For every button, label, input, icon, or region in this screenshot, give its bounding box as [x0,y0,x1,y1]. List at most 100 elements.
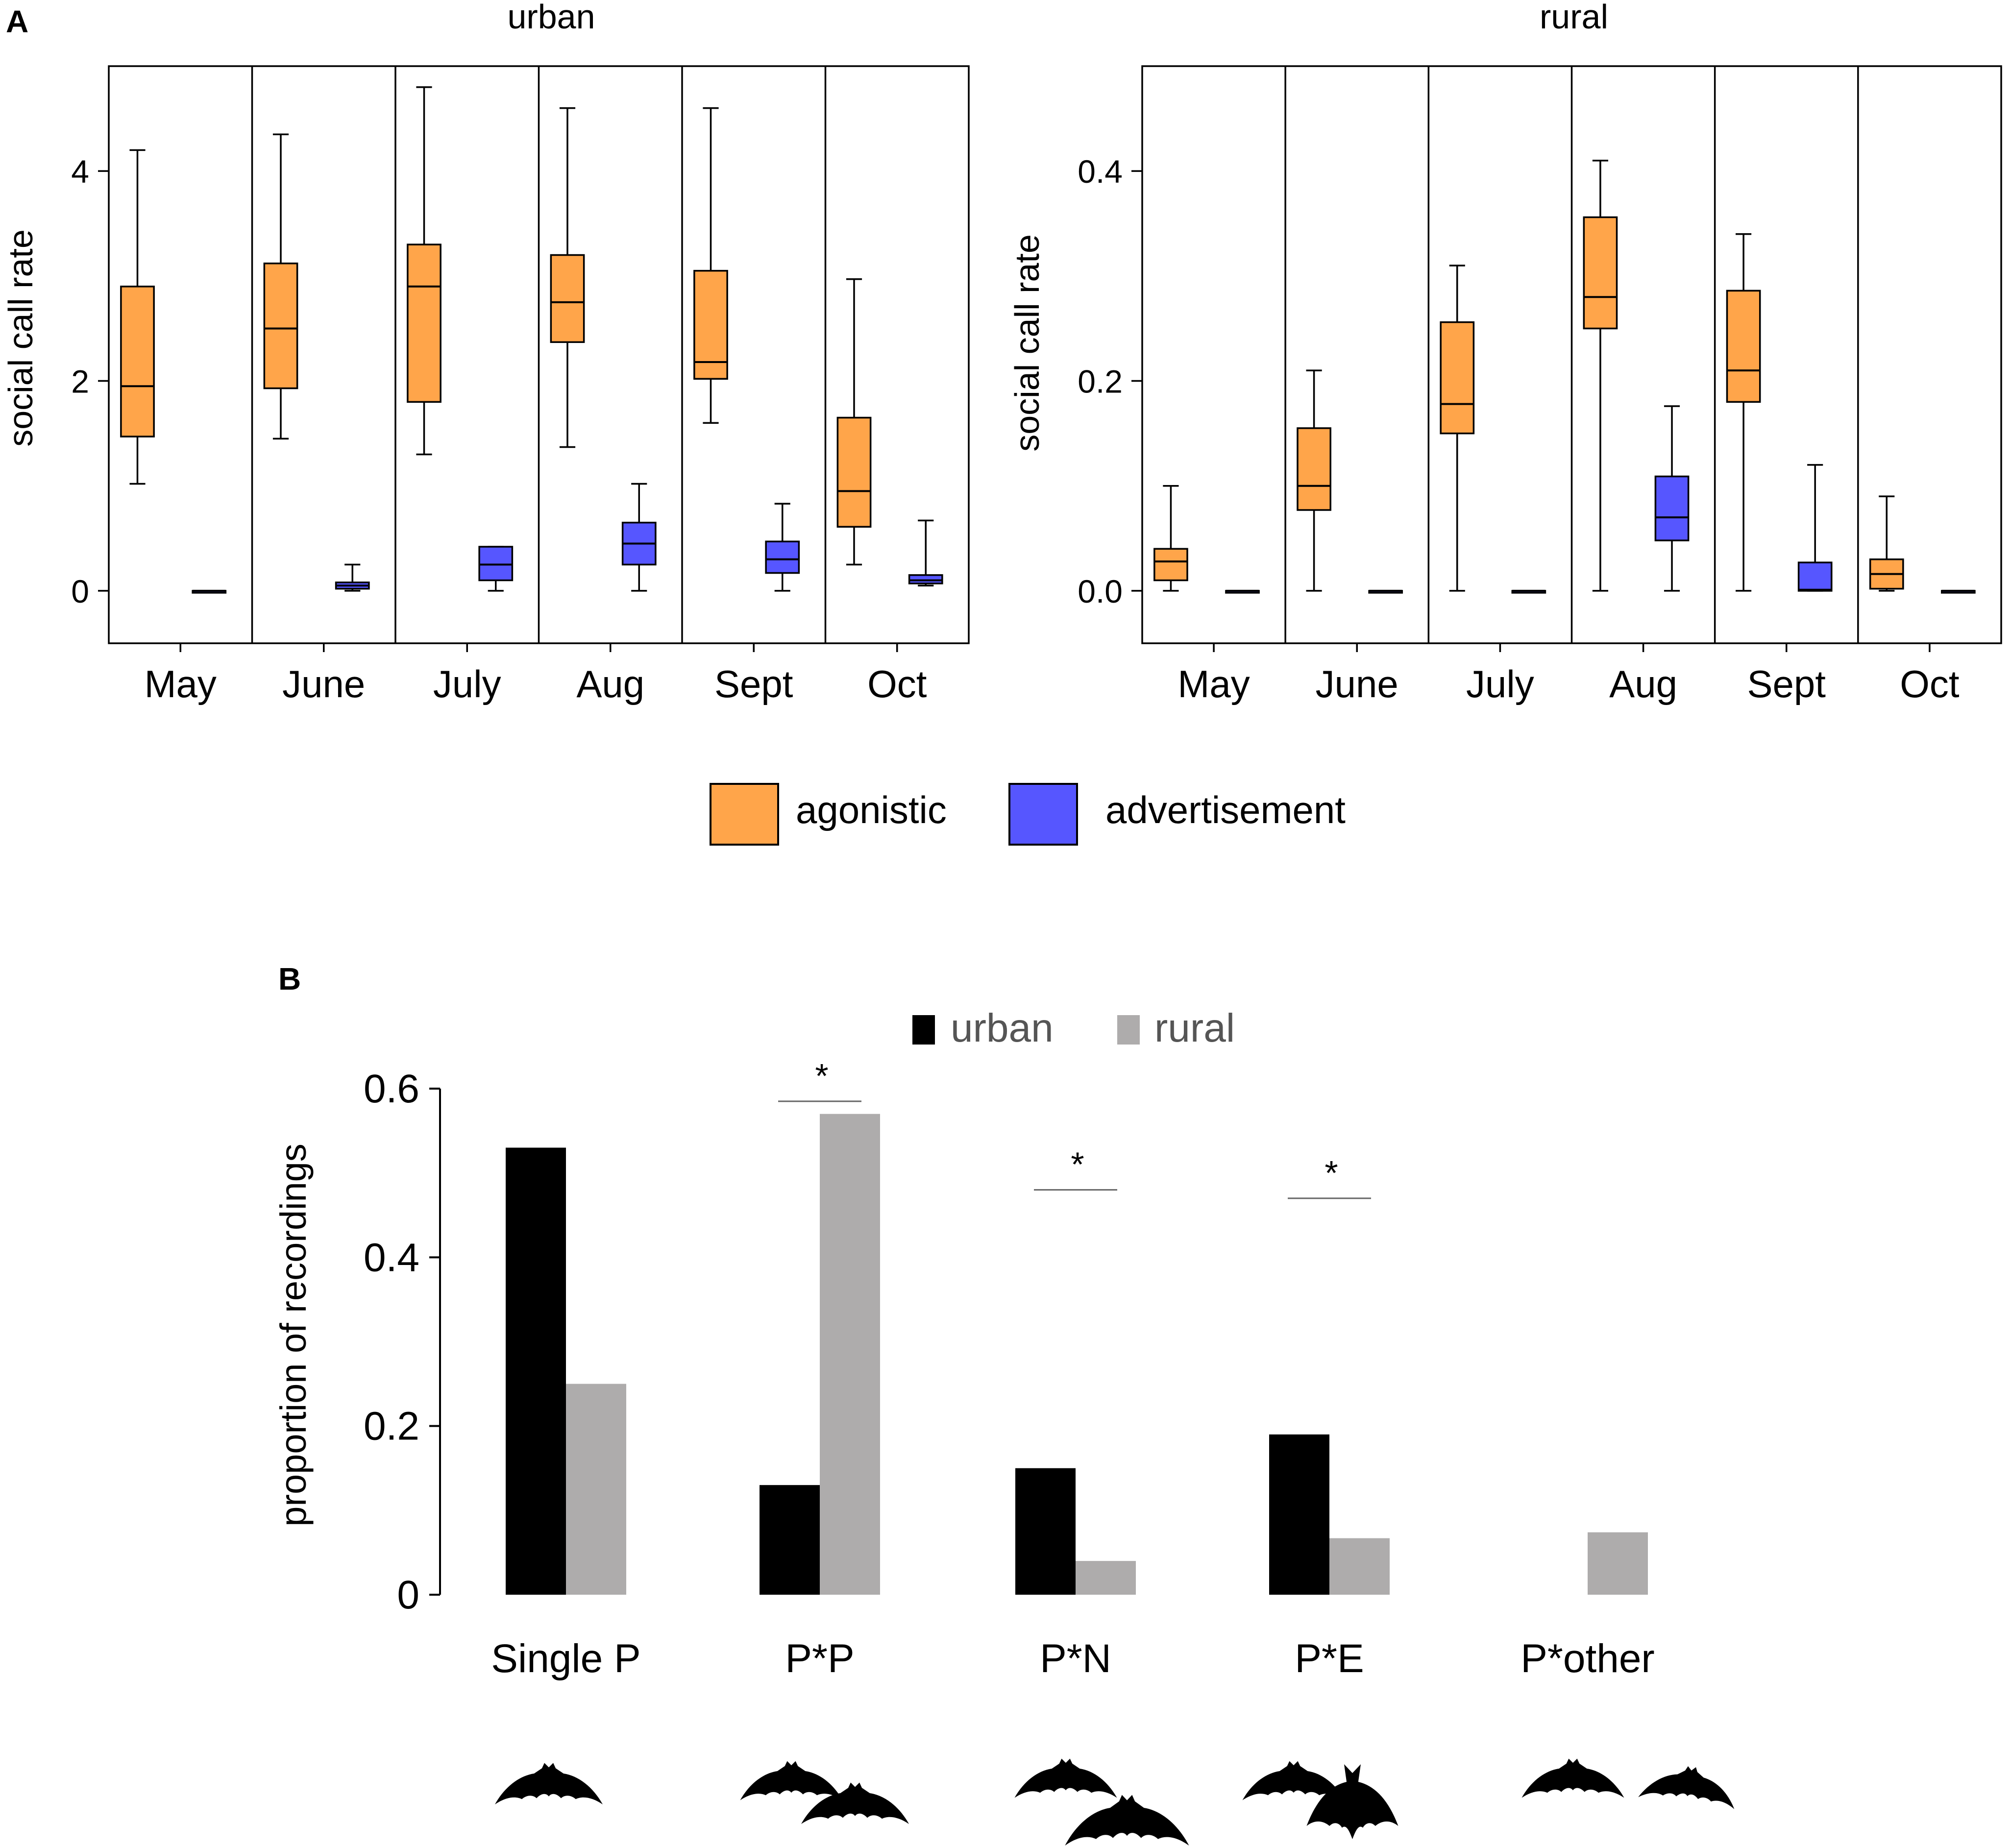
legend-swatch-advertisement [1008,783,1078,846]
urban-box-advertisement [908,519,943,586]
urban-box-agonistic [550,107,585,448]
chart-rural-ylabel: social call rate [1008,234,1046,452]
legend-label-rural: rural [1154,1006,1235,1050]
bat-icon-pair-other [1521,1758,1741,1809]
rural-xtick-label: May [1177,662,1250,705]
chart-b-plot: 0 0.2 0.4 0.6 Single P P*P P*N P*E P*other * * * [364,1057,1655,1681]
legend-b: urban rural [912,1006,1235,1050]
rural-box-advertisement [1797,464,1833,592]
legend-a: agonistic advertisement [710,783,1346,846]
rural-xtick-label: Oct [1900,662,1960,705]
b-bar-urban [1015,1468,1076,1595]
b-bar-urban [1269,1434,1329,1595]
urban-xtick-label: July [433,662,501,705]
rural-ytick-label: 0.4 [1078,153,1123,190]
urban-ytick-label: 4 [71,153,89,190]
box-iqr [765,540,800,574]
legend-label-advertisement: advertisement [1105,788,1346,831]
chart-urban-title: urban [507,0,595,36]
rural-box-agonistic [1297,369,1331,592]
urban-box-agonistic [263,133,298,440]
urban-xtick-label: May [145,662,217,705]
b-ytick-label: 0.6 [364,1067,419,1111]
chart-call-types: urban rural proportion of recordings 0 0.… [273,1006,1655,1681]
b-significance-mark: * [1071,1145,1084,1184]
urban-box-advertisement [192,589,227,594]
bat-icon-single [495,1763,603,1804]
chart-urban: urban social call rate 0 2 4 May June July Aug… [1,0,970,705]
box-iqr [263,262,298,389]
rural-xtick-label: June [1316,662,1398,705]
legend-label-agonistic: agonistic [796,788,947,831]
box-iqr [1583,216,1618,330]
urban-box-agonistic [693,107,728,424]
urban-xtick-label: Sept [714,662,793,705]
panel-a-label: A [6,4,28,39]
legend-swatch-agonistic [710,783,779,846]
box-iqr [836,416,872,528]
chart-urban-plot: 0 2 4 May June July Aug Sept Oct [71,65,970,705]
bat-icon-pair [740,1761,909,1824]
panel-b-label: B [278,961,301,997]
urban-box-advertisement [621,483,657,592]
box-iqr [550,254,585,343]
b-significance-mark: * [1324,1154,1338,1192]
box-iqr [1440,321,1475,435]
b-bar-urban [506,1147,566,1595]
b-significance-mark: * [815,1057,828,1095]
urban-xtick-label: June [282,662,365,705]
b-bar-rural [1076,1561,1136,1595]
rural-box-agonistic [1869,495,1904,592]
urban-box-advertisement [478,546,514,592]
rural-ytick-label: 0.2 [1078,364,1123,400]
b-bar-urban [760,1485,820,1595]
urban-ytick-label: 2 [71,364,89,400]
rural-box-agonistic [1440,265,1475,592]
b-bar-rural [820,1114,880,1595]
urban-box-advertisement [335,563,370,592]
chart-urban-ylabel: social call rate [1,229,40,447]
b-bar-rural [566,1384,626,1595]
chart-b-ylabel: proportion of recordings [273,1143,314,1527]
urban-box-agonistic [836,278,872,566]
b-xtick-label: P*N [1040,1636,1111,1681]
bat-icon-pair-e [1242,1761,1398,1839]
box-iqr [908,574,943,584]
box-iqr [1726,290,1761,403]
box-iqr [1654,475,1690,541]
rural-xtick-label: July [1466,662,1534,705]
rural-xtick-label: Aug [1609,662,1677,705]
urban-xtick-label: Oct [867,662,927,705]
b-xtick-label: P*other [1521,1636,1655,1681]
bat-icon-pair-n [1014,1758,1189,1846]
b-bar-rural [1588,1532,1648,1595]
rural-box-agonistic [1153,485,1188,592]
urban-xtick-label: Aug [576,662,644,705]
rural-box-advertisement [1941,589,1976,594]
chart-rural-title: rural [1540,0,1608,36]
b-xtick-label: P*P [785,1636,854,1681]
urban-box-agonistic [407,86,441,456]
b-bar-rural [1329,1538,1390,1595]
urban-ytick-label: 0 [71,573,89,609]
urban-box-advertisement [765,503,800,592]
rural-box-advertisement [1654,405,1690,592]
rural-box-advertisement [1511,589,1546,594]
box-iqr [407,243,441,403]
b-ytick-label: 0.4 [364,1235,419,1280]
rural-box-agonistic [1726,233,1761,592]
rural-box-advertisement [1368,589,1403,594]
b-xtick-label: P*E [1295,1636,1364,1681]
legend-swatch-rural [1117,1015,1140,1045]
legend-swatch-urban [912,1015,935,1045]
urban-box-agonistic [120,149,155,485]
box-iqr [1797,561,1833,592]
box-iqr [120,286,155,438]
box-iqr [693,269,728,380]
rural-ytick-label: 0.0 [1078,573,1123,609]
box-iqr [1153,548,1188,582]
legend-label-urban: urban [951,1006,1054,1050]
chart-rural-plot: 0.0 0.2 0.4 May June July Aug Sept Oct [1078,65,2002,705]
b-xtick-label: Single P [491,1636,640,1681]
